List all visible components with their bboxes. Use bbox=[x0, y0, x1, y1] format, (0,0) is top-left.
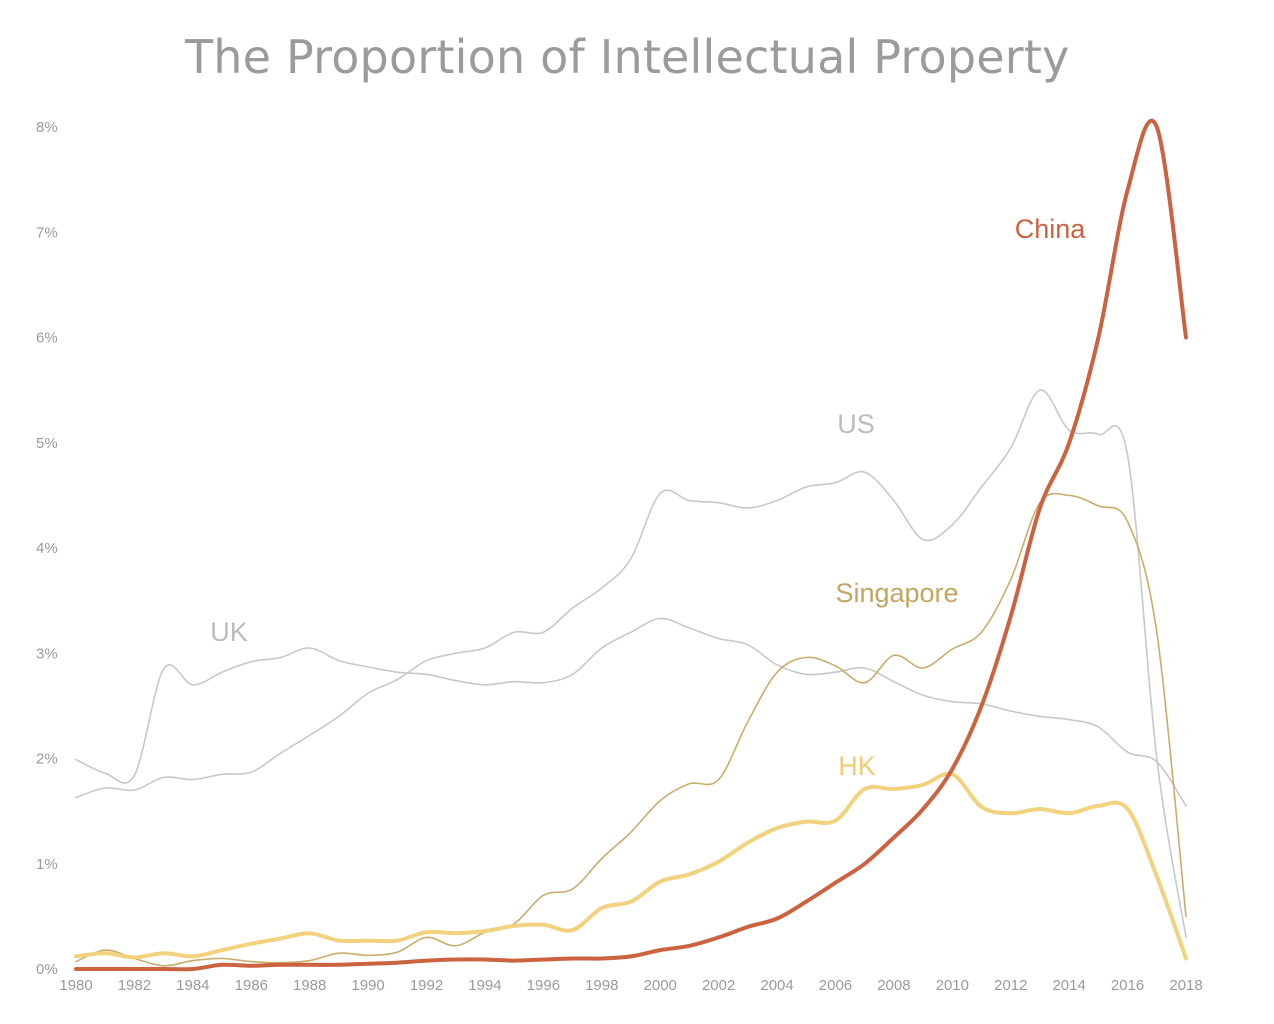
x-tick-label: 2012 bbox=[994, 977, 1027, 994]
series-line-uk bbox=[75, 617, 1187, 807]
series-line-singapore bbox=[75, 492, 1187, 967]
x-tick-label: 2016 bbox=[1111, 977, 1144, 994]
series-label-singapore: Singapore bbox=[835, 578, 958, 608]
series-label-china: China bbox=[1015, 214, 1087, 244]
series-line-hk bbox=[74, 771, 1188, 961]
x-tick-label: 1988 bbox=[293, 977, 326, 994]
y-tick-label: 6% bbox=[36, 330, 58, 347]
x-tick-label: 1990 bbox=[351, 977, 384, 994]
y-tick-label: 5% bbox=[36, 435, 58, 452]
y-tick-label: 7% bbox=[36, 224, 58, 241]
chart-title: The Proportion of Intellectual Property bbox=[185, 30, 1070, 84]
y-tick-label: 2% bbox=[36, 751, 58, 768]
x-tick-label: 1980 bbox=[59, 977, 92, 994]
series-line-us bbox=[75, 389, 1187, 939]
x-tick-label: 1994 bbox=[468, 977, 501, 994]
series-line-china bbox=[74, 118, 1188, 972]
y-tick-label: 1% bbox=[36, 856, 58, 873]
x-tick-label: 1996 bbox=[527, 977, 560, 994]
x-tick-label: 1982 bbox=[118, 977, 151, 994]
x-tick-label: 1992 bbox=[410, 977, 443, 994]
y-tick-label: 4% bbox=[36, 540, 58, 557]
x-tick-label: 2010 bbox=[936, 977, 969, 994]
x-tick-label: 1986 bbox=[235, 977, 268, 994]
y-tick-label: 3% bbox=[36, 645, 58, 662]
x-tick-label: 2014 bbox=[1052, 977, 1085, 994]
x-tick-label: 2018 bbox=[1169, 977, 1202, 994]
x-tick-label: 2008 bbox=[877, 977, 910, 994]
x-tick-label: 2006 bbox=[819, 977, 852, 994]
y-tick-label: 8% bbox=[36, 119, 58, 136]
x-tick-label: 1998 bbox=[585, 977, 618, 994]
x-tick-label: 2000 bbox=[644, 977, 677, 994]
series-label-hk: HK bbox=[838, 751, 876, 781]
series-label-us: US bbox=[837, 409, 875, 439]
x-tick-label: 1984 bbox=[176, 977, 209, 994]
series-label-uk: UK bbox=[210, 617, 248, 647]
y-tick-label: 0% bbox=[36, 961, 58, 978]
x-tick-label: 2004 bbox=[760, 977, 793, 994]
x-tick-label: 2002 bbox=[702, 977, 735, 994]
